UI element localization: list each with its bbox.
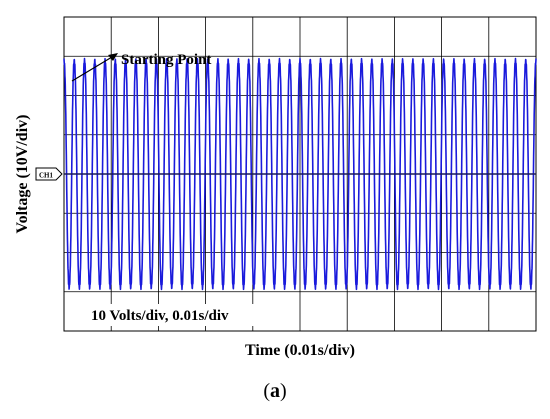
caption-close: ) <box>280 380 287 402</box>
y-axis-label: Voltage (10V/div) <box>14 115 31 234</box>
caption-letter: a <box>270 380 280 402</box>
x-axis-label: Time (0.01s/div) <box>245 342 355 359</box>
channel-marker-label: CH1 <box>39 172 54 180</box>
starting-point-label: Starting Point <box>121 52 211 68</box>
figure-caption: (a) <box>0 380 550 403</box>
scale-note: 10 Volts/div, 0.01s/div <box>91 308 229 324</box>
caption-open: ( <box>263 380 270 402</box>
waveform-series-line <box>63 57 537 291</box>
channel-marker: CH1 <box>35 167 63 181</box>
starting-point-annotation: Starting Point <box>71 52 211 82</box>
